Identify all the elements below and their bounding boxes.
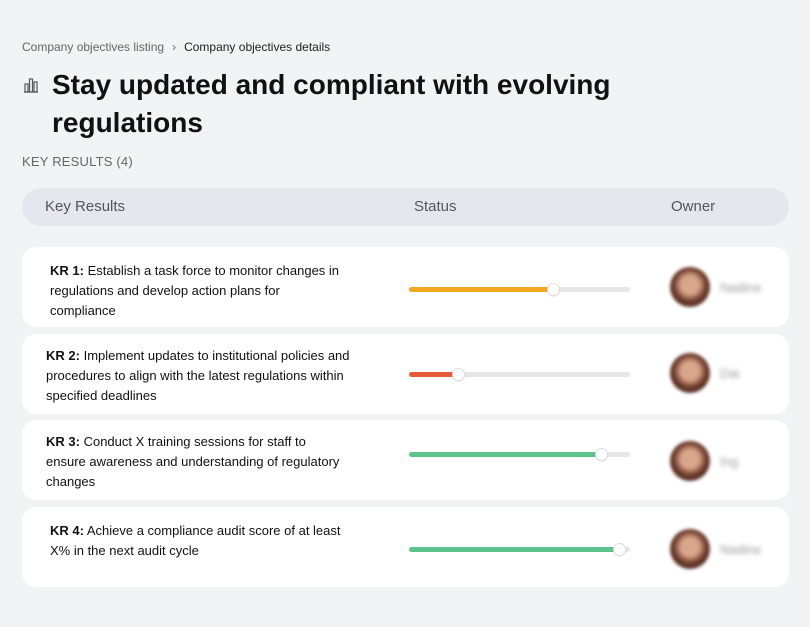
building-columns-icon [22, 76, 44, 142]
progress-fill [409, 372, 458, 377]
progress-fill [409, 452, 602, 457]
key-result-label: KR 3: [46, 434, 80, 449]
key-result-label: KR 4: [50, 523, 84, 538]
breadcrumb-current: Company objectives details [184, 40, 331, 54]
table-header: Key Results Status Owner [22, 188, 789, 226]
key-result-label: KR 2: [46, 348, 80, 363]
progress-track [409, 284, 630, 295]
progress-track [409, 449, 630, 460]
key-result-description: Achieve a compliance audit score of at l… [50, 523, 341, 558]
progress-knob [613, 544, 625, 555]
owner-avatar [670, 267, 710, 307]
progress-knob [547, 284, 559, 295]
key-result-text: KR 3: Conduct X training sessions for st… [46, 432, 346, 492]
owner-avatar [670, 353, 710, 393]
objective-header: Stay updated and compliant with evolving… [22, 66, 652, 142]
key-result-description: Establish a task force to monitor change… [50, 263, 340, 318]
progress-knob [596, 449, 608, 460]
progress-track [409, 369, 630, 380]
owner-avatar [670, 441, 710, 481]
key-result-row[interactable]: KR 1: Establish a task force to monitor … [22, 247, 789, 327]
owner-avatar [670, 529, 710, 569]
key-result-row[interactable]: KR 2: Implement updates to institutional… [22, 334, 789, 414]
breadcrumb: Company objectives listing › Company obj… [22, 40, 330, 54]
key-result-text: KR 4: Achieve a compliance audit score o… [50, 521, 350, 561]
column-header-status: Status [414, 198, 457, 215]
progress-track [409, 544, 630, 555]
owner-name: Nadine [720, 280, 762, 295]
breadcrumb-parent-link[interactable]: Company objectives listing [22, 40, 165, 54]
key-result-text: KR 1: Establish a task force to monitor … [50, 261, 340, 321]
key-result-label: KR 1: [50, 263, 84, 278]
owner-name: Dai [720, 366, 740, 381]
key-result-description: Conduct X training sessions for staff to… [46, 434, 340, 489]
progress-knob [452, 369, 464, 380]
owner-name: Nadine [720, 542, 762, 557]
key-result-row[interactable]: KR 4: Achieve a compliance audit score o… [22, 507, 789, 587]
column-header-owner: Owner [671, 198, 716, 215]
page-title: Stay updated and compliant with evolving… [52, 69, 611, 138]
breadcrumb-separator: › [172, 40, 177, 54]
key-result-description: Implement updates to institutional polic… [46, 348, 350, 403]
progress-fill [409, 547, 619, 552]
key-results-count: KEY RESULTS (4) [22, 154, 133, 169]
key-result-text: KR 2: Implement updates to institutional… [46, 346, 376, 406]
owner-name: Ing [720, 454, 739, 469]
progress-fill [409, 287, 553, 292]
key-result-row[interactable]: KR 3: Conduct X training sessions for st… [22, 420, 789, 500]
column-header-key-results: Key Results [45, 198, 126, 215]
